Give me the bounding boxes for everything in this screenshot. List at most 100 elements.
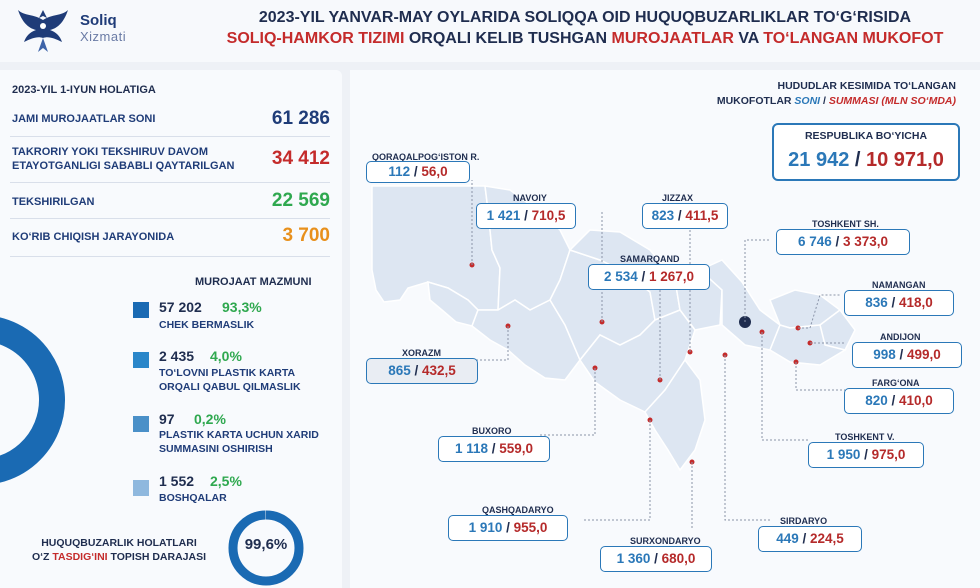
confirmation-label-oz: O‘Z bbox=[31, 551, 53, 563]
region-name-jizzax: JIZZAX bbox=[662, 193, 694, 203]
region-box-navoiy: 1 421 / 710,5 bbox=[476, 203, 576, 229]
map-region-qashqadaryo bbox=[579, 309, 696, 413]
uzbekistan-map bbox=[371, 180, 856, 530]
region-sum-sirdaryo: 224,5 bbox=[810, 531, 844, 546]
legend-count-chek-bermaslik: 57 202 bbox=[159, 299, 202, 315]
legend-swatch-xarid-summa bbox=[133, 416, 149, 432]
confirmation-gauge bbox=[228, 510, 304, 586]
legend-swatch-boshqalar bbox=[133, 480, 149, 496]
legend-swatch-plastik-tolov bbox=[133, 352, 149, 368]
region-box-fargona: 820 / 410,0 bbox=[844, 388, 954, 414]
legend-pct-xarid-summa: 0,2% bbox=[194, 411, 226, 427]
region-box-andijon: 998 / 499,0 bbox=[852, 342, 962, 368]
region-name-xorazm: XORAZM bbox=[402, 348, 441, 358]
region-count-fargona: 820 bbox=[865, 393, 888, 408]
region-box-qoraqalpogiston: 112 / 56,0 bbox=[366, 161, 470, 183]
region-sum-surxondaryo: 680,0 bbox=[661, 551, 696, 566]
region-count-andijon: 998 bbox=[873, 347, 896, 362]
logo-word-soliq: Soliq bbox=[80, 12, 117, 29]
legend-pct-chek-bermaslik: 93,3% bbox=[222, 299, 262, 315]
region-sum-fargona: 410,0 bbox=[899, 393, 933, 408]
content-title: MUROJAAT MAZMUNI bbox=[195, 276, 312, 288]
region-name-samarqand: SAMARQAND bbox=[620, 254, 680, 264]
region-name-navoiy: NAVOIY bbox=[513, 193, 547, 203]
republic-label: RESPUBLIKA BO‘YICHA bbox=[804, 130, 928, 142]
confirmation-label: HUQUQBUZARLIK HOLATLARI O‘Z TASDIG‘INI T… bbox=[14, 536, 224, 564]
stat-label-returned: TAKRORIY YOKI TEKSHIRUV DAVOM ETAYOTGANL… bbox=[12, 146, 235, 172]
region-name-buxoro: BUXORO bbox=[472, 426, 512, 436]
region-box-jizzax: 823 / 411,5 bbox=[642, 203, 728, 229]
title-text-orqali: ORQALI KELIB TUSHGAN bbox=[404, 30, 612, 47]
region-sum-qashqadaryo: 955,0 bbox=[513, 520, 548, 535]
title-highlight-soliq-hamkor: SOLIQ-HAMKOR TIZIMI bbox=[226, 30, 405, 47]
region-sum-toshkent-v: 975,0 bbox=[871, 447, 906, 462]
region-count-qoraqalpogiston: 112 bbox=[388, 164, 411, 179]
region-count-jizzax: 823 bbox=[651, 208, 675, 223]
map-title-summasi: SUMMASI (MLN SO‘MDA) bbox=[828, 95, 956, 107]
confirmation-value: 99,6% bbox=[244, 536, 288, 553]
region-box-qashqadaryo: 1 910 / 955,0 bbox=[448, 515, 568, 541]
region-count-xorazm: 865 bbox=[388, 363, 411, 378]
region-name-toshkent-v: TOSHKENT V. bbox=[835, 432, 895, 442]
title-highlight-mukofot: TO‘LANGAN MUKOFOT bbox=[763, 30, 944, 47]
region-box-sirdaryo: 449 / 224,5 bbox=[758, 526, 862, 552]
republic-values: 21 942 / 10 971,0 bbox=[788, 149, 944, 171]
region-box-samarqand: 2 534 / 1 267,0 bbox=[588, 264, 710, 290]
region-sum-navoiy: 710,5 bbox=[531, 208, 566, 223]
stat-label-checked: TEKSHIRILGAN bbox=[12, 196, 95, 208]
region-name-namangan: NAMANGAN bbox=[872, 280, 926, 290]
region-sum-samarqand: 1 267,0 bbox=[649, 269, 695, 284]
region-count-qashqadaryo: 1 910 bbox=[468, 520, 503, 535]
map-title-line2: MUKOFOTLAR SONI / SUMMASI (MLN SO‘MDA) bbox=[717, 95, 956, 107]
map-region-fargona bbox=[769, 324, 847, 366]
region-box-toshkent-sh: 6 746 / 3 373,0 bbox=[776, 229, 910, 255]
region-name-toshkent-sh: TOSHKENT SH. bbox=[812, 219, 879, 229]
region-name-fargona: FARG‘ONA bbox=[872, 378, 920, 388]
region-box-toshkent-v: 1 950 / 975,0 bbox=[808, 442, 924, 468]
legend-text-plastik-tolov: TO‘LOVNI PLASTIK KARTA ORQALI QABUL QILM… bbox=[159, 367, 301, 393]
stat-label-in-review: KO‘RIB CHIQISH JARAYONIDA bbox=[12, 231, 175, 243]
content-donut-chart bbox=[0, 317, 65, 483]
region-count-surxondaryo: 1 360 bbox=[616, 551, 651, 566]
confirmation-label-tasdigini: TASDIG‘INI bbox=[52, 551, 108, 563]
region-sum-buxoro: 559,0 bbox=[499, 441, 534, 456]
page-title-line1: 2023-YIL YANVAR-MAY OYLARIDA SOLIQQA OID… bbox=[258, 9, 912, 26]
legend-count-xarid-summa: 97 bbox=[159, 411, 175, 427]
region-sum-toshkent-sh: 3 373,0 bbox=[843, 234, 889, 249]
legend-count-boshqalar: 1 552 bbox=[159, 473, 195, 489]
map-title-line1: HUDUDLAR KESIMIDA TO‘LANGAN bbox=[777, 80, 957, 92]
region-box-namangan: 836 / 418,0 bbox=[844, 290, 954, 316]
stat-value-returned: 34 412 bbox=[271, 148, 330, 169]
legend-pct-boshqalar: 2,5% bbox=[210, 473, 242, 489]
date-label: 2023-YIL 1-IYUN HOLATIGA bbox=[12, 84, 156, 96]
logo-word-xizmati: Xizmati bbox=[80, 29, 127, 44]
legend-swatch-chek-bermaslik bbox=[133, 302, 149, 318]
stat-label-total: JAMI MUROJAATLAR SONI bbox=[12, 113, 156, 125]
region-sum-jizzax: 411,5 bbox=[685, 208, 719, 223]
divider bbox=[10, 136, 330, 137]
region-name-qoraqalpogiston: QORAQALPOG‘ISTON R. bbox=[372, 152, 480, 162]
soliq-eagle-logo-icon bbox=[18, 10, 68, 52]
region-sum-qoraqalpogiston: 56,0 bbox=[421, 164, 448, 179]
region-count-toshkent-sh: 6 746 bbox=[797, 234, 832, 249]
region-count-navoiy: 1 421 bbox=[486, 208, 521, 223]
map-title-soni: SONI bbox=[794, 95, 821, 107]
republic-summary-box: RESPUBLIKA BO‘YICHA 21 942 / 10 971,0 bbox=[772, 123, 960, 181]
title-text-va: VA bbox=[733, 30, 764, 47]
region-name-qashqadaryo: QASHQADARYO bbox=[482, 505, 554, 515]
region-count-toshkent-v: 1 950 bbox=[826, 447, 861, 462]
region-box-xorazm: 865 / 432,5 bbox=[366, 358, 478, 384]
region-sum-xorazm: 432,5 bbox=[422, 363, 456, 378]
stat-value-checked: 22 569 bbox=[271, 190, 330, 211]
legend-count-plastik-tolov: 2 435 bbox=[159, 348, 195, 364]
divider bbox=[10, 218, 330, 219]
confirmation-label-line1: HUQUQBUZARLIK HOLATLARI bbox=[41, 537, 197, 549]
region-count-samarqand: 2 534 bbox=[603, 269, 638, 284]
region-name-andijon: ANDIJON bbox=[880, 332, 921, 342]
map-title-mukofotlar: MUKOFOTLAR bbox=[716, 95, 795, 107]
region-count-sirdaryo: 449 bbox=[776, 531, 799, 546]
map-title-slash: / bbox=[820, 95, 829, 107]
region-name-surxondaryo: SURXONDARYO bbox=[630, 536, 701, 546]
title-highlight-murojaatlar: MUROJAATLAR bbox=[611, 30, 734, 47]
region-box-surxondaryo: 1 360 / 680,0 bbox=[600, 546, 712, 572]
